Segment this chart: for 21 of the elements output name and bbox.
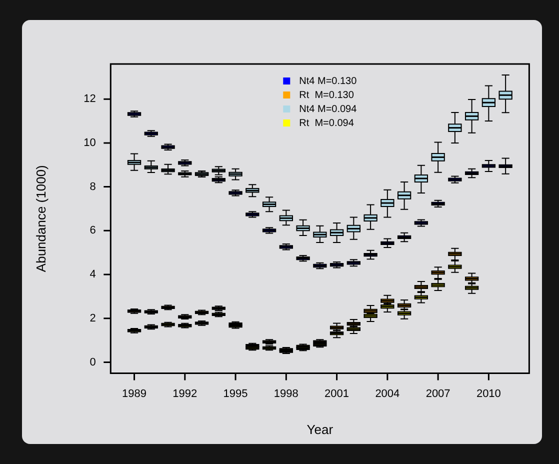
x-tick-label: 1995 [223,388,248,400]
y-axis-title: Abundance (1000) [33,165,48,272]
y-tick-label: 6 [90,224,96,237]
legend-label: Nt4 M=0.130 [299,76,358,87]
y-tick-label: 4 [90,268,96,281]
x-tick-label: 2010 [476,388,501,400]
x-tick-label: 2004 [375,388,400,400]
x-tick-label: 1989 [122,388,147,400]
legend-label: Nt4 M=0.094 [299,104,358,115]
y-tick-label: 2 [90,312,96,324]
x-axis-title: Year [306,422,334,437]
x-tick-label: 1992 [172,388,198,400]
legend-label: Rt M=0.130 [299,90,354,101]
y-tick-label: 8 [90,180,96,193]
legend-label: Rt M=0.094 [299,118,354,129]
x-tick-label: 2007 [426,388,450,400]
y-tick-label: 0 [90,356,96,368]
y-tick-label: 12 [84,93,96,106]
y-tick-label: 10 [84,136,96,149]
x-tick-label: 1998 [274,388,298,400]
x-tick-label: 2001 [324,388,350,400]
